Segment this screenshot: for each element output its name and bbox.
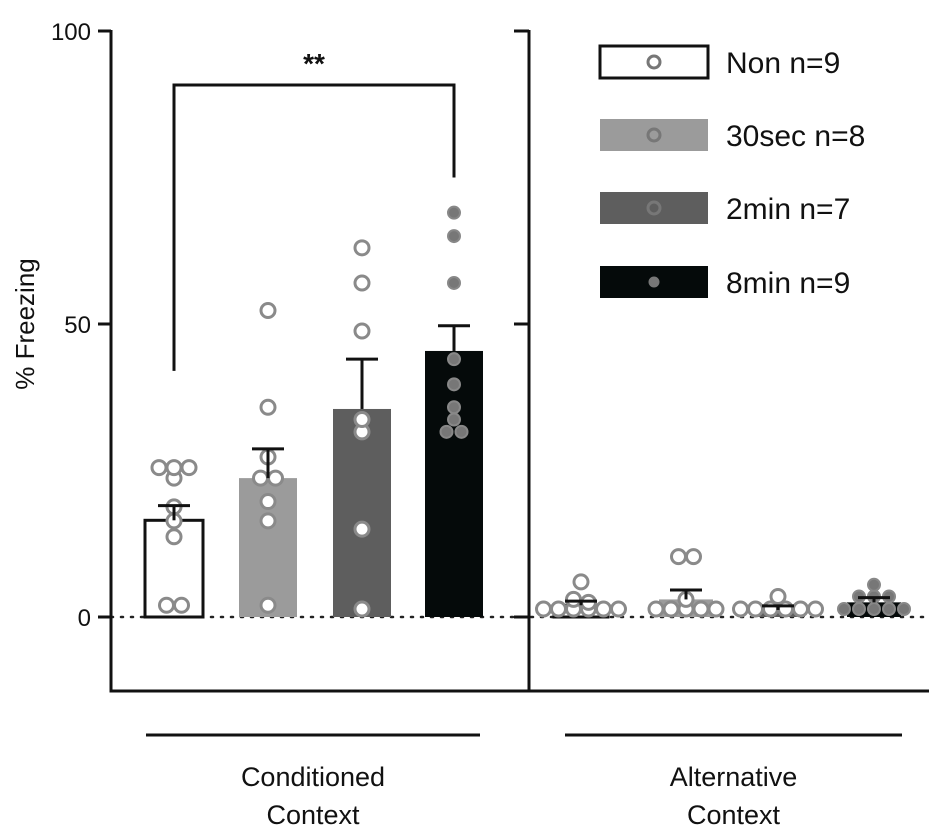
y-tick-label: 50: [64, 312, 91, 339]
data-point: [447, 275, 461, 290]
significance-line: [172, 83, 456, 371]
data-point: [565, 590, 582, 608]
group-label: Conditioned: [241, 762, 385, 792]
data-point: [610, 600, 627, 618]
data-point: [685, 548, 702, 566]
data-point: [867, 602, 881, 616]
data-point: [447, 205, 461, 220]
legend-marker: [648, 276, 660, 288]
group-label: Context: [687, 800, 781, 830]
data-point: [897, 602, 911, 616]
data-point: [595, 600, 612, 618]
data-point: [353, 239, 371, 257]
legend-label: 2min n=7: [726, 193, 850, 226]
data-point: [447, 352, 461, 367]
error-bars: [158, 324, 890, 610]
data-point: [535, 600, 552, 618]
bar: [425, 350, 483, 617]
legend-marker: [646, 127, 662, 143]
data-point: [259, 493, 277, 511]
group-label: Context: [266, 800, 360, 830]
legend-label: Non n=9: [726, 47, 840, 80]
significance-label: **: [303, 48, 325, 79]
group-labels: Conditioned Context Alternative Context: [146, 733, 902, 830]
data-point: [550, 600, 567, 618]
data-point: [259, 302, 277, 320]
data-point: [792, 600, 809, 618]
data-point: [454, 424, 469, 439]
data-point: [165, 459, 183, 477]
data-point: [353, 322, 371, 340]
significance-bracket: **: [172, 48, 456, 371]
data-point: [353, 600, 371, 618]
data-point: [165, 528, 183, 546]
data-point: [447, 377, 461, 392]
data-point: [353, 411, 371, 429]
data-point: [252, 469, 269, 487]
y-tick-label: 0: [78, 605, 91, 632]
legend-swatch: [598, 44, 710, 80]
data-point: [180, 459, 198, 477]
data-point: [852, 602, 866, 616]
group-label: Alternative: [670, 762, 798, 792]
legend-marker: [646, 200, 662, 216]
data-point: [353, 520, 371, 538]
data-point: [150, 459, 168, 477]
data-point: [447, 412, 461, 427]
data-point: [647, 600, 665, 618]
data-point: [732, 600, 749, 618]
data-point: [807, 600, 824, 618]
data-point: [692, 600, 710, 618]
data-point: [447, 229, 461, 244]
data-point: [670, 548, 687, 566]
data-point: [572, 573, 590, 591]
data-point: [173, 596, 190, 614]
data-point: [837, 602, 851, 616]
bar: [333, 408, 391, 617]
legend-swatch: [600, 119, 708, 151]
data-point: [867, 577, 881, 592]
data-point: [259, 596, 277, 614]
data-point: [158, 596, 175, 614]
y-axis-title: % Freezing: [10, 258, 40, 390]
data-point: [259, 512, 277, 530]
bar: [751, 609, 805, 617]
legend-marker: [646, 54, 662, 70]
data-point: [707, 600, 725, 618]
legend: Non n=9 30sec n=8 2min n=7 8min n=9: [598, 44, 865, 300]
data-point: [439, 424, 454, 439]
data-point: [259, 398, 277, 416]
data-point: [447, 400, 461, 415]
data-point: [662, 600, 680, 618]
data-point: [747, 600, 764, 618]
data-point: [769, 587, 787, 605]
legend-label: 8min n=9: [726, 267, 850, 300]
data-point: [882, 602, 896, 616]
legend-swatch: [600, 192, 708, 224]
y-tick-label: 100: [51, 19, 91, 46]
data-point: [353, 274, 371, 292]
legend-label: 30sec n=8: [726, 120, 865, 153]
data-point: [267, 469, 284, 487]
